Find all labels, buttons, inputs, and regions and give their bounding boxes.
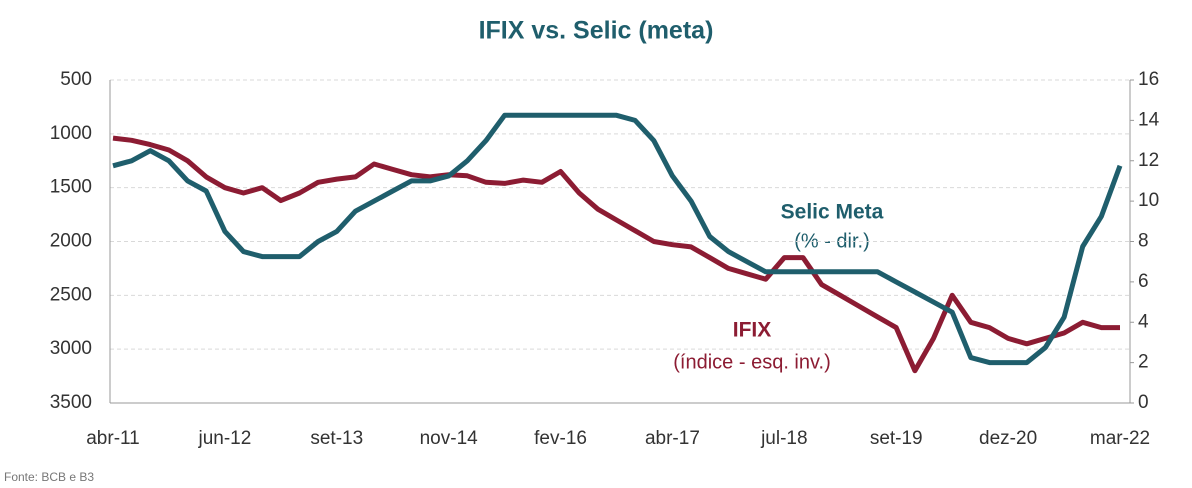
series-line [112, 112, 1123, 366]
y2-tick-label: 10 [1138, 190, 1159, 211]
y2-tick-label: 12 [1138, 150, 1159, 171]
y-tick-label: 2000 [50, 231, 92, 252]
x-tick-label: dez-20 [979, 428, 1037, 449]
y2-tick-label: 16 [1138, 69, 1159, 90]
x-tick-label: set-19 [870, 428, 923, 449]
y2-tick-label: 8 [1138, 231, 1149, 252]
y2-tick-label: 4 [1138, 311, 1149, 332]
y-tick-label: 1000 [50, 123, 92, 144]
annotation: Selic Meta [781, 201, 884, 224]
annotation: (índice - esq. inv.) [673, 351, 830, 373]
x-tick-label: jul-18 [760, 428, 807, 449]
y2-tick-label: 6 [1138, 271, 1149, 292]
x-tick-label: jun-12 [197, 428, 251, 449]
x-tick-label: mar-22 [1090, 428, 1150, 449]
chart-title: IFIX vs. Selic (meta) [479, 17, 714, 45]
y2-tick-label: 0 [1138, 392, 1149, 413]
y-tick-label: 2500 [50, 284, 92, 305]
y2-tick-label: 2 [1138, 352, 1149, 373]
y-tick-label: 1500 [50, 177, 92, 198]
x-tick-label: nov-14 [420, 428, 479, 449]
y2-tick-label: 14 [1138, 109, 1160, 130]
y-tick-label: 500 [60, 69, 92, 90]
x-tick-label: set-13 [310, 428, 363, 449]
source: Fonte: BCB e B3 [4, 470, 94, 484]
series-line [112, 135, 1120, 374]
y-tick-label: 3500 [50, 392, 92, 413]
y-tick-label: 3000 [50, 338, 92, 359]
x-tick-label: abr-11 [86, 428, 140, 449]
annotation: IFIX [733, 319, 772, 342]
x-tick-label: fev-16 [534, 428, 587, 449]
x-tick-label: abr-17 [645, 428, 700, 449]
